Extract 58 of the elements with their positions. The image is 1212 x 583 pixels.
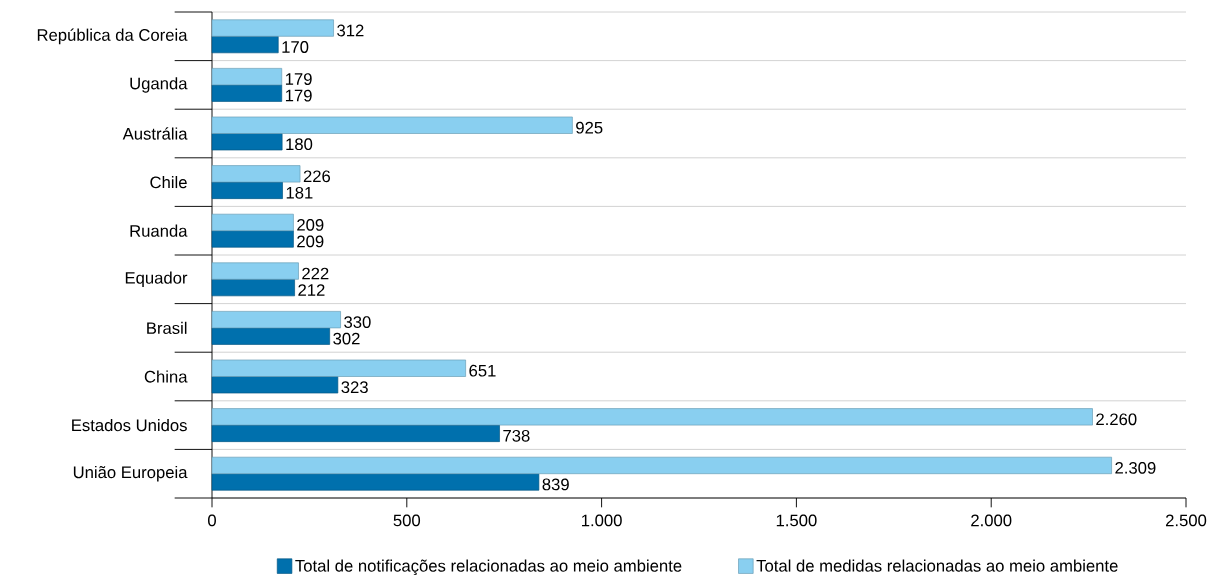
bar: [211, 262, 299, 280]
data-label: 302: [333, 332, 360, 345]
x-tick-label: 500: [393, 514, 421, 527]
data-label: 312: [337, 24, 364, 37]
y-tick-label: Brasil: [147, 321, 187, 335]
data-label: 839: [542, 478, 569, 491]
y-tick-label: Ruanda: [130, 224, 188, 237]
data-label: 170: [282, 41, 309, 53]
bar: [211, 230, 294, 248]
bar: [211, 327, 330, 345]
legend-label: Total de medidas relacionadas ao meio ambiente: [756, 559, 1118, 572]
data-label: 925: [576, 121, 603, 134]
bar: [211, 213, 294, 232]
y-tick-label: União Europeia: [73, 465, 188, 482]
data-label: 330: [344, 316, 371, 328]
data-label: 222: [302, 267, 329, 280]
bar: [211, 376, 339, 394]
bar: [211, 84, 283, 102]
bar: [211, 456, 1112, 475]
data-label: 179: [285, 89, 312, 102]
bar: [211, 408, 1093, 426]
y-tick-label: Estados Unidos: [72, 418, 187, 432]
data-label: 181: [286, 186, 313, 199]
y-tick-label: Equador: [125, 271, 188, 288]
y-tick-label: Uganda: [130, 77, 188, 93]
data-label: 209: [297, 235, 324, 248]
bar: [211, 473, 540, 491]
data-label: 180: [286, 138, 313, 151]
x-tick-label: 2.500: [1165, 514, 1207, 527]
bar: [211, 116, 573, 134]
data-label: 212: [298, 284, 325, 296]
data-label: 2.260: [1096, 413, 1137, 426]
bar: [211, 133, 283, 151]
bar: [211, 278, 295, 297]
bar: [211, 424, 500, 442]
x-tick-label: 1.000: [582, 514, 622, 527]
data-label: 179: [285, 73, 312, 85]
bar: [211, 311, 341, 329]
bar: [211, 35, 279, 54]
x-tick-label: 2.000: [971, 514, 1012, 527]
y-tick-label: China: [144, 370, 188, 383]
bar: [211, 359, 466, 377]
y-tick-label: República da Coreia: [37, 28, 188, 45]
data-label: 209: [297, 218, 324, 231]
x-tick-label: 1.500: [776, 514, 817, 527]
y-tick-label: Austrália: [122, 127, 188, 140]
x-tick-label: 0: [208, 514, 216, 527]
data-label: 226: [303, 170, 331, 183]
data-label: 651: [469, 364, 496, 377]
bar: [211, 68, 283, 86]
data-label: 738: [503, 429, 530, 442]
bar: [211, 181, 283, 199]
bar: [211, 19, 334, 37]
y-tick-label: Chile: [150, 175, 187, 189]
data-label: 2.309: [1115, 461, 1156, 474]
data-label: 323: [341, 381, 368, 394]
legend-label: Total de notificações relacionadas ao meio ambiente: [295, 559, 682, 576]
bar: [211, 165, 301, 183]
